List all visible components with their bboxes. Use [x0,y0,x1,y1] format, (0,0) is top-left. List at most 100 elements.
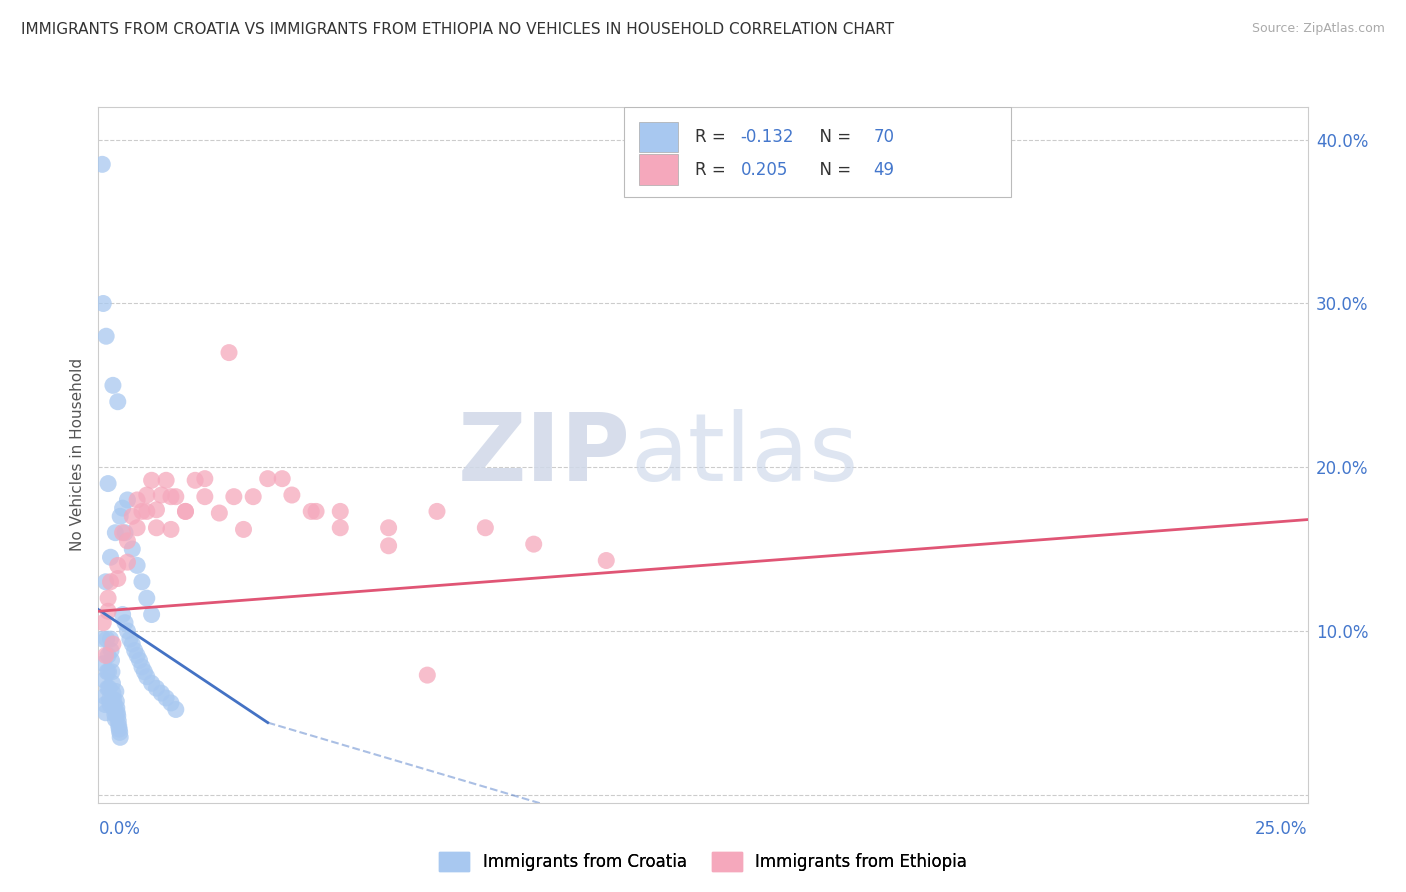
Point [377,521,399,535]
Point [105,701,128,715]
Y-axis label: No Vehicles in Household: No Vehicles in Household [69,359,84,551]
Point [131,504,153,518]
Point [105,694,128,708]
Point [416,668,439,682]
Point [155,473,177,487]
Point [104,525,127,540]
Point [108,725,131,739]
Point [117,492,139,507]
Point [134,665,156,679]
Point [117,555,139,569]
Point [141,607,163,622]
Point [305,504,328,518]
Text: 0.0%: 0.0% [98,820,141,838]
Legend: Immigrants from Croatia, Immigrants from Ethiopia: Immigrants from Croatia, Immigrants from… [433,846,973,878]
Point [121,637,143,651]
Point [329,504,352,518]
Point [118,632,141,646]
Point [426,504,449,518]
Point [107,572,129,586]
Text: atlas: atlas [630,409,859,501]
Point [97,665,120,679]
Text: ZIP: ZIP [457,409,630,501]
Point [150,488,173,502]
Point [114,615,136,630]
Point [93,690,115,704]
Point [104,684,127,698]
Point [474,521,496,535]
Point [155,691,177,706]
Text: IMMIGRANTS FROM CROATIA VS IMMIGRANTS FROM ETHIOPIA NO VEHICLES IN HOUSEHOLD COR: IMMIGRANTS FROM CROATIA VS IMMIGRANTS FR… [21,22,894,37]
Point [208,506,231,520]
Point [100,574,122,589]
Point [100,653,122,667]
Point [145,502,167,516]
Point [93,657,115,671]
Text: R =: R = [695,161,731,178]
Point [117,624,139,638]
Point [127,521,149,535]
Point [114,525,136,540]
Point [222,490,245,504]
Text: N =: N = [810,128,856,146]
Point [101,378,124,392]
Point [127,558,149,573]
Point [93,673,115,687]
Point [174,504,197,518]
Text: N =: N = [810,161,856,178]
Point [281,488,304,502]
Point [98,681,121,696]
Point [121,542,143,557]
Point [218,345,240,359]
Point [111,501,134,516]
Point [98,692,121,706]
Point [131,660,153,674]
Point [135,504,157,518]
Point [104,712,127,726]
Point [135,670,157,684]
Point [91,157,114,171]
Point [96,632,118,646]
Point [97,681,120,696]
Point [94,698,117,712]
Point [100,643,122,657]
Point [184,473,207,487]
Point [91,615,114,630]
Point [141,676,163,690]
Text: Source: ZipAtlas.com: Source: ZipAtlas.com [1251,22,1385,36]
Point [117,533,139,548]
Point [165,702,187,716]
Point [94,648,117,663]
Point [98,698,121,712]
Point [101,686,124,700]
Point [91,632,114,646]
Point [299,504,322,518]
Point [103,692,125,706]
Point [97,476,120,491]
Point [232,523,254,537]
Point [107,709,129,723]
Point [242,490,264,504]
Point [131,574,153,589]
Point [271,472,294,486]
Bar [638,154,678,185]
Text: 49: 49 [873,161,894,178]
Point [107,719,129,733]
Point [256,472,278,486]
Point [108,731,131,745]
Point [121,509,143,524]
Point [135,591,157,606]
Point [103,698,125,712]
Point [174,504,197,518]
Point [194,472,217,486]
Point [94,574,117,589]
Point [107,714,129,728]
Point [96,665,118,679]
Point [97,604,120,618]
Point [145,681,167,696]
Point [100,632,122,646]
Point [105,706,128,720]
Point [145,521,167,535]
Point [97,591,120,606]
Point [135,488,157,502]
